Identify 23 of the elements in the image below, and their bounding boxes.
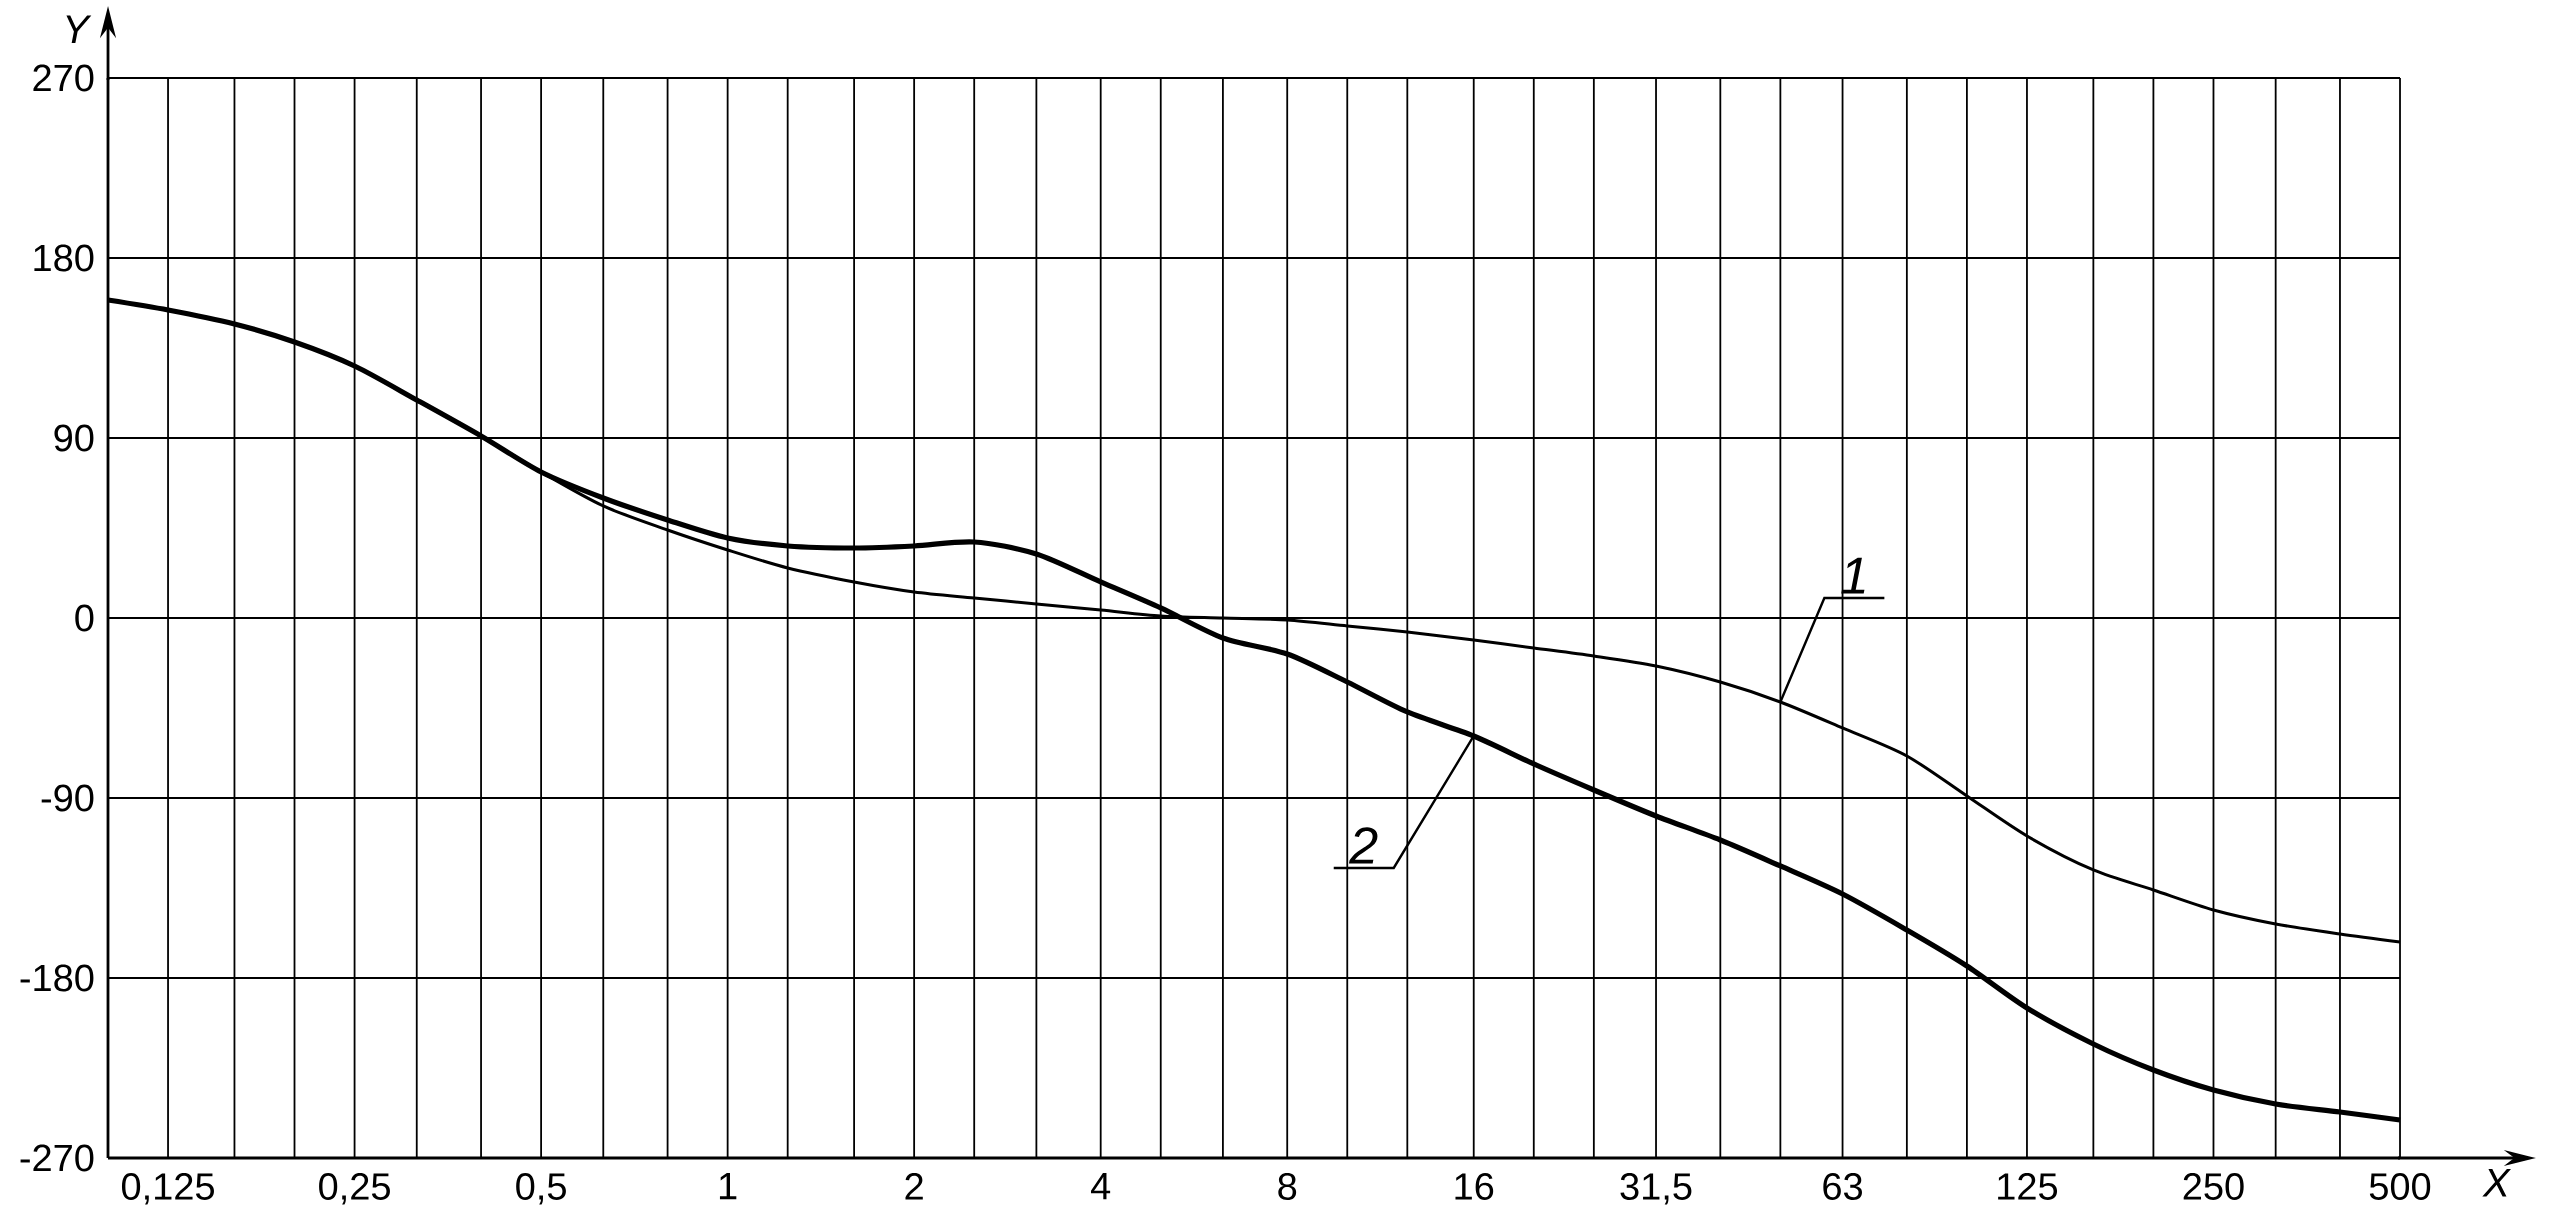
y-tick-label: 180: [34, 244, 94, 272]
x-tick-label: 500: [2369, 1173, 2431, 1200]
y-tick-label: -90: [41, 784, 94, 812]
y-tick-label: -270: [20, 1144, 94, 1172]
x-tick-label: 1: [719, 1173, 737, 1200]
x-tick-label: 63: [1823, 1173, 1862, 1200]
y-axis-title: Y: [66, 15, 92, 43]
x-tick-label: 4: [1091, 1173, 1111, 1200]
x-tick-label: 250: [2183, 1173, 2244, 1200]
y-tick-label: 90: [54, 424, 94, 452]
x-tick-label: 0,25: [319, 1173, 390, 1205]
y-tick-label: -180: [20, 964, 94, 992]
text: 2: [1348, 827, 1378, 864]
y-tick-label: 270: [33, 64, 94, 92]
x-tick-label: 2: [905, 1173, 923, 1200]
x-tick-label: 0,5: [516, 1173, 566, 1205]
x-tick-label: 8: [1278, 1173, 1297, 1200]
x-axis-title: X: [2482, 1169, 2511, 1197]
x-tick-label: 125: [1998, 1173, 2058, 1200]
y-tick-label: 0: [75, 604, 94, 632]
x-tick-label: 16: [1455, 1173, 1494, 1200]
x-tick-label: 0,125: [121, 1173, 214, 1205]
x-tick-label: 31,5: [1620, 1173, 1692, 1205]
